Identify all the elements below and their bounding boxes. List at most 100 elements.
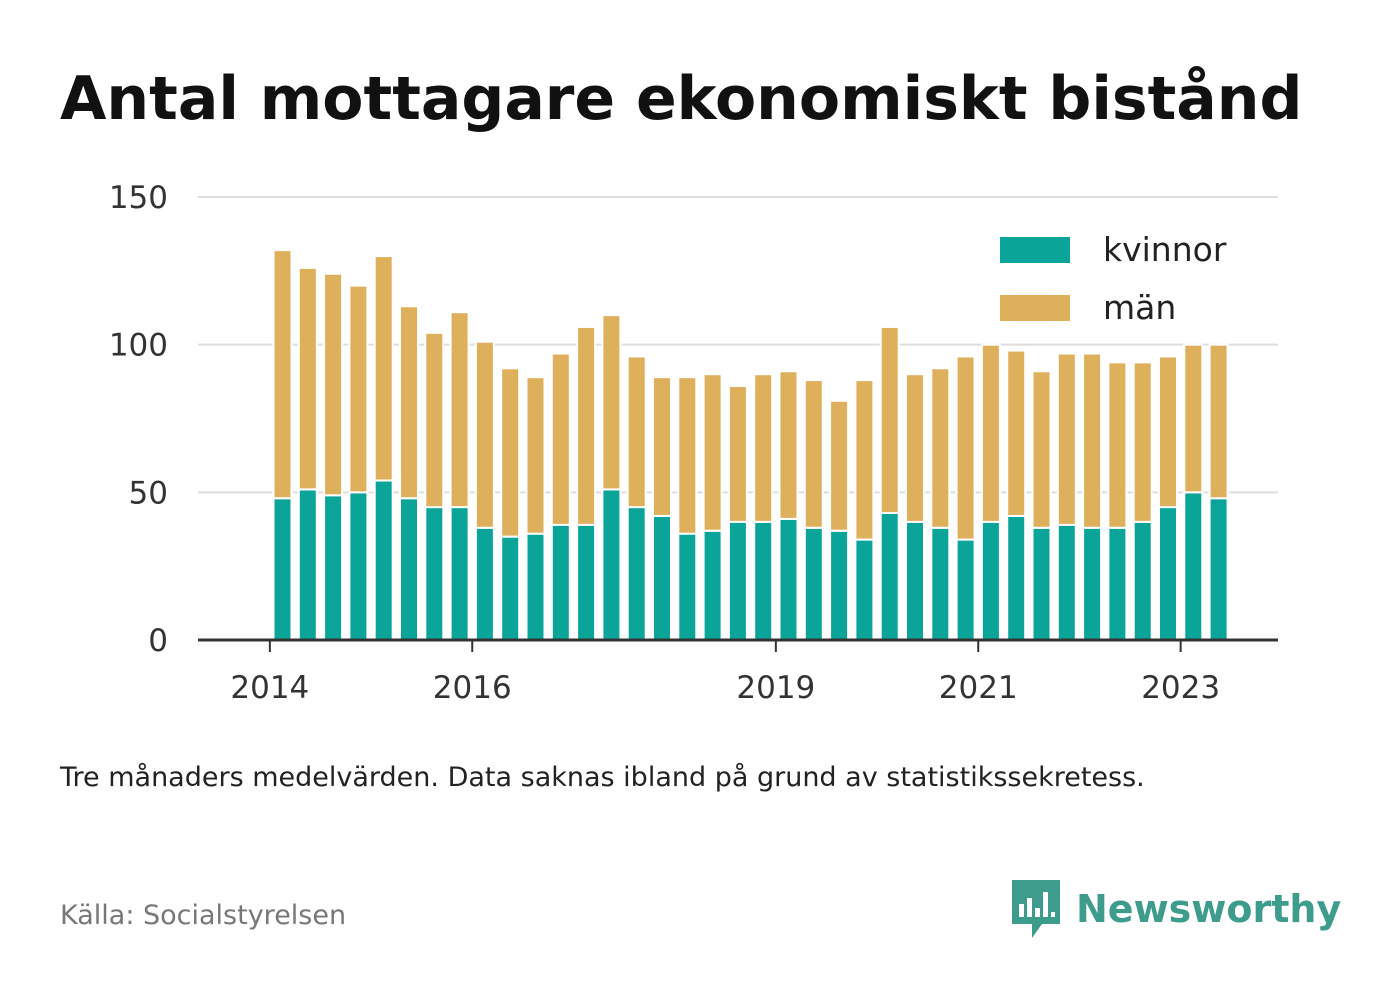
bar-man [727,385,748,523]
bar-man [474,340,495,529]
bar-man [576,325,597,526]
bar-kvinnor [348,491,369,642]
newsworthy-logo-icon [1012,880,1060,938]
bar-man [955,355,976,541]
bar-man [879,325,900,515]
brand-name: Newsworthy [1076,887,1342,931]
bar-kvinnor [272,497,293,641]
bar-man [399,305,419,500]
bar-kvinnor [1006,514,1027,642]
bar-man [500,367,521,538]
bar-man [1183,343,1204,494]
bar-kvinnor [297,488,318,641]
bar-kvinnor [778,517,799,641]
x-axis-ticks: 2014 2016 2019 2021 2023 [230,640,1220,706]
bar-kvinnor [702,529,723,642]
bar-man [854,379,875,541]
bar-man [348,284,369,494]
bar-kvinnor [1183,491,1204,642]
x-tick-label: 2014 [230,670,309,706]
bar-kvinnor [500,535,521,642]
bar-man [930,367,951,529]
bar-man [980,343,1001,523]
bar-man [373,255,394,482]
bar-kvinnor [677,532,698,641]
bar-man [1132,361,1153,523]
bar-kvinnor [829,529,850,642]
x-tick-label: 2023 [1141,670,1220,706]
legend-swatch-kvinnor [1000,237,1070,263]
bar-kvinnor [803,526,824,641]
bar-kvinnor [424,506,445,641]
bar-kvinnor [879,512,900,641]
x-tick-label: 2021 [939,670,1018,706]
bar-man [753,373,774,523]
bar-kvinnor [626,506,647,641]
bar-kvinnor [576,523,597,642]
bar-kvinnor [955,538,976,641]
bar-man [449,311,470,509]
bar-kvinnor [373,479,394,641]
bar-kvinnor [1208,497,1229,641]
bar-kvinnor [550,523,571,642]
bar-man [652,376,672,517]
bar-kvinnor [652,514,672,642]
bar-kvinnor [727,520,748,641]
legend: kvinnor män [1000,230,1227,327]
legend-label-man: män [1103,288,1176,327]
bar-kvinnor [854,538,875,641]
bar-kvinnor [1132,520,1153,641]
bar-kvinnor [1056,523,1077,642]
bar-man [1208,343,1229,500]
y-tick-label: 150 [109,180,168,216]
chart-note: Tre månaders medelvärden. Data saknas ib… [60,762,1145,793]
bar-kvinnor [474,526,495,641]
bar-man [829,399,850,532]
bar-kvinnor [905,520,925,641]
bar-man [424,331,445,509]
x-tick-label: 2019 [736,670,815,706]
legend-swatch-man [1000,295,1070,321]
bar-man [1158,355,1178,509]
bar-kvinnor [1031,526,1052,641]
bar-man [702,373,723,532]
source-label: Källa: Socialstyrelsen [60,900,347,931]
y-axis-ticks: 0 50 100 150 [109,180,168,659]
brand-logo[interactable]: Newsworthy [1010,878,1341,940]
x-tick-label: 2016 [433,670,512,706]
bar-man [272,249,293,500]
y-tick-label: 50 [129,475,168,511]
bar-kvinnor [601,488,622,641]
bar-man [778,370,799,520]
bar-kvinnor [753,520,774,641]
bar-man [323,272,344,497]
bar-man [525,376,546,535]
bar-man [626,355,647,509]
bar-man [1006,349,1027,517]
bars [272,249,1229,642]
bar-man [1082,352,1103,529]
chart-title: Antal mottagare ekonomiskt bistånd [60,64,1303,134]
bar-kvinnor [980,520,1001,641]
y-tick-label: 100 [109,328,168,364]
bar-man [601,314,622,491]
bar-man [803,379,824,529]
bar-kvinnor [1082,526,1103,641]
bar-kvinnor [930,526,951,641]
bar-man [1107,361,1128,529]
bar-kvinnor [449,506,470,641]
legend-label-kvinnor: kvinnor [1103,230,1227,269]
bar-man [1031,370,1052,529]
bar-man [905,373,925,523]
bar-kvinnor [323,494,344,641]
bar-kvinnor [1107,526,1128,641]
bar-man [677,376,698,535]
bar-kvinnor [399,497,419,641]
bar-kvinnor [1158,506,1178,641]
bar-man [1056,352,1077,526]
y-tick-label: 0 [148,623,168,659]
bar-man [550,352,571,526]
bar-kvinnor [525,532,546,641]
bar-man [297,266,318,491]
